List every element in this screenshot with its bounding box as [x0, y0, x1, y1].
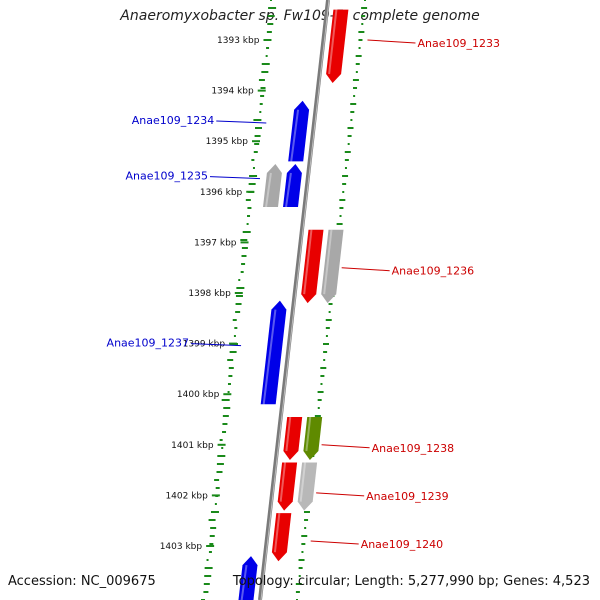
- gene-sheen: [285, 416, 292, 452]
- label-leader: [321, 444, 370, 449]
- gene-arrow[interactable]: [297, 462, 318, 511]
- gene-arrow[interactable]: [277, 462, 298, 511]
- label-leader: [367, 39, 416, 44]
- kbp-tick-label: 1395 kbp: [206, 137, 249, 147]
- gene-arrow[interactable]: [283, 417, 303, 460]
- kbp-tick-label: 1403 kbp: [160, 542, 203, 552]
- gene-label[interactable]: Anae109_1234: [132, 114, 215, 127]
- gene-sheen: [305, 416, 312, 452]
- label-leader: [209, 176, 261, 180]
- gene-sheen: [299, 462, 307, 502]
- gene-label[interactable]: Anae109_1239: [366, 490, 449, 503]
- gene-label[interactable]: Anae109_1240: [361, 538, 444, 551]
- genome-backbone: [258, 0, 330, 600]
- kbp-tick-label: 1397 kbp: [194, 238, 237, 248]
- gene-arrow[interactable]: [301, 229, 324, 304]
- gene-labels: Anae109_1233 Anae109_1234 Anae109_1235 Anae…: [107, 37, 500, 551]
- gene-sheen: [262, 309, 277, 405]
- label-leader: [341, 267, 390, 272]
- summary-text: Topology: circular; Length: 5,277,990 bp…: [232, 574, 590, 589]
- map-title: Anaeromyxobacter sp. Fw109-5, complete g…: [120, 8, 480, 24]
- gene-arrow[interactable]: [260, 300, 287, 405]
- gene-sheen: [328, 9, 338, 75]
- gene-sheen: [290, 109, 300, 162]
- gene-sheen: [303, 229, 313, 295]
- gene-arrow[interactable]: [288, 100, 310, 162]
- label-leader: [310, 540, 359, 545]
- kbp-tick-label: 1394 kbp: [211, 87, 254, 97]
- kbp-tick-label: 1398 kbp: [188, 289, 231, 299]
- gene-label[interactable]: Anae109_1235: [125, 170, 208, 183]
- gene-label[interactable]: Anae109_1238: [372, 442, 455, 455]
- gene-arrow[interactable]: [263, 164, 282, 207]
- gene-sheen: [279, 462, 287, 502]
- gene-sheen: [323, 229, 333, 295]
- gc-track-left: [201, 0, 277, 600]
- kbp-tick-label: 1396 kbp: [200, 188, 243, 198]
- label-leader: [216, 120, 267, 124]
- gene-label[interactable]: Anae109_1236: [392, 265, 475, 278]
- kbp-tick-label: 1393 kbp: [217, 36, 260, 46]
- label-leader: [316, 492, 365, 497]
- gene-arrow[interactable]: [303, 417, 323, 460]
- gene-arrow[interactable]: [238, 556, 258, 600]
- kbp-tick-label: 1400 kbp: [177, 390, 220, 400]
- gene-arrow[interactable]: [271, 513, 292, 562]
- gene-arrow[interactable]: [321, 229, 344, 304]
- genome-backbone-highlight: [260, 0, 330, 600]
- gene-arrow[interactable]: [283, 164, 302, 207]
- gene-arrow[interactable]: [326, 9, 349, 84]
- gene-label[interactable]: Anae109_1233: [417, 37, 500, 50]
- kbp-tick-label: 1401 kbp: [171, 441, 214, 451]
- gene-features: [238, 9, 349, 600]
- accession-text: Accession: NC_009675: [8, 574, 156, 589]
- label-leader: [191, 343, 242, 347]
- kbp-tick-label: 1402 kbp: [165, 491, 208, 501]
- gene-sheen: [265, 172, 272, 208]
- gene-sheen: [285, 172, 292, 208]
- gene-label[interactable]: Anae109_1237: [107, 337, 190, 350]
- gene-sheen: [273, 512, 281, 553]
